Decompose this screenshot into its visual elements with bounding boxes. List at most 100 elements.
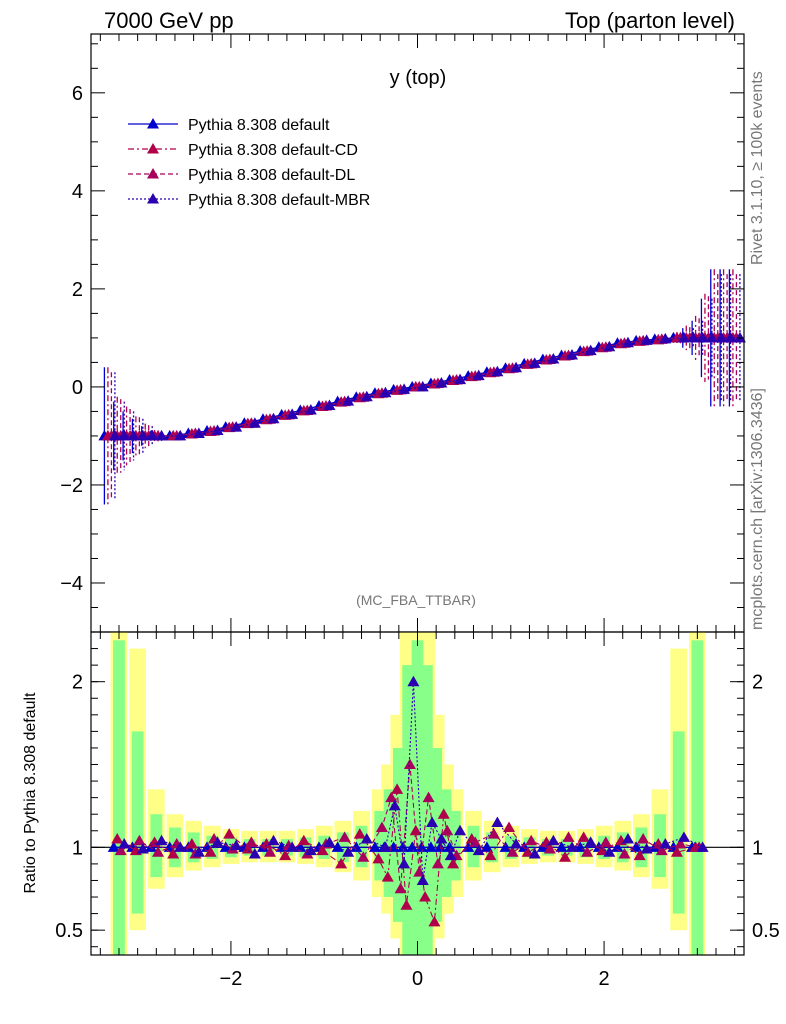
ratio-point	[659, 838, 672, 849]
data-point	[491, 365, 504, 377]
data-point	[416, 380, 429, 392]
ratio-point	[566, 841, 579, 852]
ratio-y-tick-label-right: 0.5	[752, 920, 780, 942]
ratio-point	[444, 849, 457, 861]
data-point	[136, 429, 149, 441]
ratio-point	[357, 851, 370, 862]
ratio-point	[223, 828, 236, 839]
ratio-point	[426, 816, 439, 827]
main-axes: −4 −2 0 2 4 6	[60, 34, 744, 633]
ratio-point	[396, 841, 409, 852]
ratio-point	[521, 846, 534, 857]
ratio-point	[136, 842, 149, 854]
ratio-point	[547, 834, 560, 846]
ratio-point	[630, 841, 643, 852]
ratio-point	[394, 882, 407, 894]
ratio-point	[555, 841, 568, 852]
data-point	[118, 429, 131, 441]
data-point	[304, 403, 317, 415]
ratio-point	[398, 857, 411, 869]
ratio-point	[603, 846, 616, 857]
ratio-point	[167, 847, 180, 859]
ratio-series-3	[118, 675, 709, 885]
y-tick-label: 0	[72, 377, 83, 399]
ratio-point	[633, 849, 646, 861]
ratio-point	[118, 838, 131, 849]
data-point	[342, 395, 355, 406]
ratio-point	[260, 838, 273, 849]
legend: Pythia 8.308 default Pythia 8.308 default…	[128, 117, 370, 209]
data-point	[724, 331, 737, 343]
data-point	[621, 336, 634, 348]
ratio-point	[696, 841, 709, 852]
ratio-point	[107, 841, 120, 852]
ratio-point	[581, 846, 594, 857]
data-point	[398, 383, 411, 394]
ratio-point	[192, 846, 205, 857]
data-point	[677, 331, 690, 343]
data-point	[155, 429, 168, 441]
ratio-point	[503, 821, 516, 832]
band-green	[355, 825, 368, 868]
data-point	[286, 408, 299, 419]
data-point	[379, 386, 392, 398]
ratio-point	[506, 846, 519, 857]
ratio-marks	[91, 675, 744, 927]
ratio-point	[230, 839, 243, 851]
data-point	[705, 331, 718, 343]
y-tick-label: −2	[60, 475, 83, 497]
data-point	[174, 429, 187, 441]
ratio-series-line	[120, 764, 700, 889]
ratio-point	[441, 824, 454, 836]
ratio-point	[428, 915, 441, 927]
data-point	[146, 429, 159, 441]
ratio-point	[559, 851, 572, 862]
ratio-y-tick-label: 2	[72, 672, 83, 694]
ratio-point	[316, 844, 329, 856]
legend-marker	[147, 193, 159, 204]
data-point	[696, 331, 709, 343]
rivet-label: Rivet 3.1.10, ≥ 100k events	[749, 71, 766, 265]
legend-label: Pythia 8.308 default-MBR	[188, 192, 370, 209]
ratio-point	[584, 836, 597, 847]
data-point	[584, 344, 597, 356]
ratio-point	[528, 847, 541, 859]
ratio-y-tick-label: 1	[72, 837, 83, 859]
y-tick-label: 6	[72, 83, 83, 105]
data-point	[435, 376, 448, 388]
ratio-point	[279, 849, 292, 861]
main-panel: −4 −2 0 2 4 6 y (top) (MC_FBA_TTBAR) Pythia 8…	[60, 33, 746, 633]
ratio-y-tick-label-right: 1	[752, 837, 763, 859]
data-point	[659, 332, 672, 344]
band-green	[113, 640, 125, 955]
ratio-point	[286, 841, 299, 852]
data-point	[510, 361, 523, 373]
ratio-point	[670, 846, 683, 857]
data-point	[267, 412, 280, 424]
ratio-point	[416, 874, 429, 885]
ratio-point	[415, 841, 428, 852]
data-point	[528, 357, 541, 368]
data-point	[323, 399, 336, 411]
band-green	[374, 810, 387, 881]
ratio-point	[406, 841, 419, 852]
legend-marker	[147, 143, 159, 154]
ratio-point	[403, 758, 416, 770]
data-point	[603, 340, 616, 352]
ratio-point	[525, 834, 538, 846]
legend-label: Pythia 8.308 default-DL	[188, 167, 355, 184]
chart-title-text: y (top)	[390, 67, 447, 89]
ratio-point	[114, 844, 127, 856]
legend-label: Pythia 8.308 default-CD	[188, 142, 358, 159]
ratio-point	[335, 857, 348, 869]
ratio-point	[385, 791, 398, 803]
ratio-point	[241, 842, 254, 854]
data-point	[687, 331, 700, 343]
ratio-point	[245, 836, 258, 847]
ratio-point	[342, 846, 355, 857]
data-point	[733, 331, 746, 343]
data-point	[715, 331, 728, 343]
ratio-point	[472, 844, 485, 856]
data-point	[566, 349, 579, 360]
ratio-point	[510, 838, 523, 849]
